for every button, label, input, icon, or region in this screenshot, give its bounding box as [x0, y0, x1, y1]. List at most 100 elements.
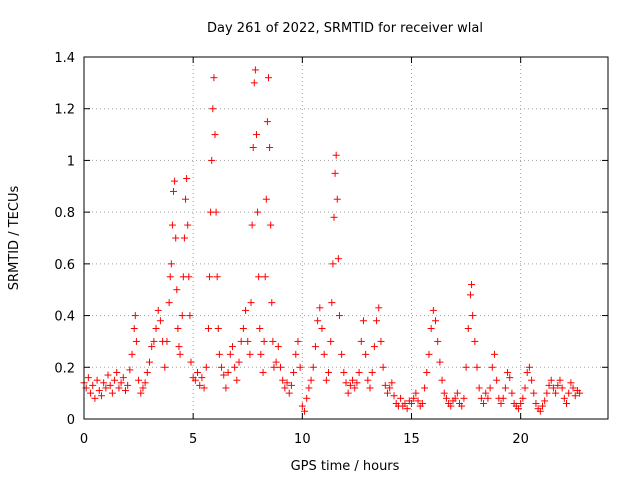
- data-point: [279, 376, 287, 384]
- data-point: [283, 379, 291, 387]
- data-point: [252, 131, 260, 139]
- data-point: [390, 392, 398, 400]
- data-point: [362, 350, 370, 358]
- data-point: [438, 376, 446, 384]
- data-point: [185, 273, 193, 281]
- data-point: [383, 389, 391, 397]
- data-point: [460, 394, 468, 402]
- data-point: [429, 306, 437, 314]
- data-point: [303, 394, 311, 402]
- data-point: [401, 399, 409, 407]
- data-point: [167, 260, 175, 268]
- data-point: [469, 312, 477, 320]
- data-point: [132, 337, 140, 345]
- data-point: [499, 394, 507, 402]
- data-point: [172, 234, 180, 242]
- data-point: [504, 368, 512, 376]
- data-point: [139, 384, 147, 392]
- data-point: [521, 384, 529, 392]
- data-point: [131, 312, 139, 320]
- data-point: [335, 312, 343, 320]
- data-point: [451, 394, 459, 402]
- data-point: [543, 389, 551, 397]
- data-point: [260, 337, 268, 345]
- data-point: [334, 255, 342, 263]
- data-point: [135, 376, 143, 384]
- data-point: [152, 325, 160, 332]
- data-point: [368, 368, 376, 376]
- data-point: [569, 384, 577, 392]
- data-point: [554, 381, 562, 389]
- data-point: [182, 195, 190, 203]
- data-point: [184, 221, 192, 229]
- data-point: [178, 312, 186, 320]
- data-point: [349, 376, 357, 384]
- data-point: [202, 363, 210, 371]
- data-point: [239, 325, 247, 332]
- data-point: [423, 368, 431, 376]
- data-point: [447, 402, 455, 410]
- data-point: [237, 337, 245, 345]
- y-tick-label: 0: [67, 413, 75, 428]
- data-point: [128, 350, 136, 358]
- data-point: [87, 389, 95, 397]
- data-point: [277, 363, 284, 371]
- x-tick-label: 5: [189, 432, 197, 447]
- data-point: [267, 221, 275, 229]
- data-point: [475, 384, 483, 392]
- data-point: [272, 358, 280, 366]
- y-tick-label: 0.2: [54, 361, 75, 376]
- data-point: [233, 376, 241, 384]
- data-point: [222, 384, 230, 392]
- data-point: [462, 363, 470, 371]
- data-point: [332, 151, 340, 159]
- data-point: [508, 389, 516, 397]
- data-point: [305, 384, 313, 392]
- data-point: [412, 389, 420, 397]
- data-point: [466, 291, 474, 299]
- data-point: [89, 381, 97, 389]
- data-point: [204, 325, 212, 332]
- data-point: [403, 405, 411, 413]
- data-point: [381, 381, 389, 389]
- data-point: [558, 384, 566, 392]
- data-point: [414, 397, 422, 405]
- data-point: [359, 317, 367, 325]
- data-point: [322, 376, 330, 384]
- data-point: [434, 337, 442, 345]
- data-point: [176, 350, 184, 358]
- data-point: [84, 374, 92, 382]
- data-point: [473, 363, 481, 371]
- data-point: [269, 337, 277, 345]
- data-points: [80, 66, 584, 415]
- y-axis-label: SRMTID / TECUs: [7, 186, 22, 291]
- data-point: [150, 337, 158, 345]
- data-point: [266, 144, 274, 151]
- data-point: [154, 306, 162, 314]
- data-point: [320, 350, 328, 358]
- data-point: [532, 399, 540, 407]
- data-point: [214, 325, 222, 332]
- data-point: [200, 384, 208, 392]
- data-point: [165, 299, 173, 307]
- data-point: [311, 343, 319, 351]
- data-point: [464, 325, 472, 332]
- data-point: [418, 399, 426, 407]
- x-axis-label: GPS time / hours: [291, 459, 400, 474]
- data-point: [377, 337, 385, 345]
- data-point: [325, 368, 333, 376]
- data-point: [206, 273, 214, 281]
- data-point: [453, 389, 461, 397]
- data-point: [379, 363, 387, 371]
- data-point: [259, 368, 267, 376]
- data-point: [364, 376, 372, 384]
- y-tick-label: 0.8: [54, 206, 75, 221]
- data-point: [220, 371, 228, 379]
- data-point: [161, 363, 169, 371]
- data-point: [432, 317, 440, 325]
- data-point: [247, 299, 255, 307]
- data-point: [373, 317, 381, 325]
- data-point: [117, 379, 125, 387]
- data-point: [163, 337, 171, 345]
- x-tick-label: 10: [294, 432, 311, 447]
